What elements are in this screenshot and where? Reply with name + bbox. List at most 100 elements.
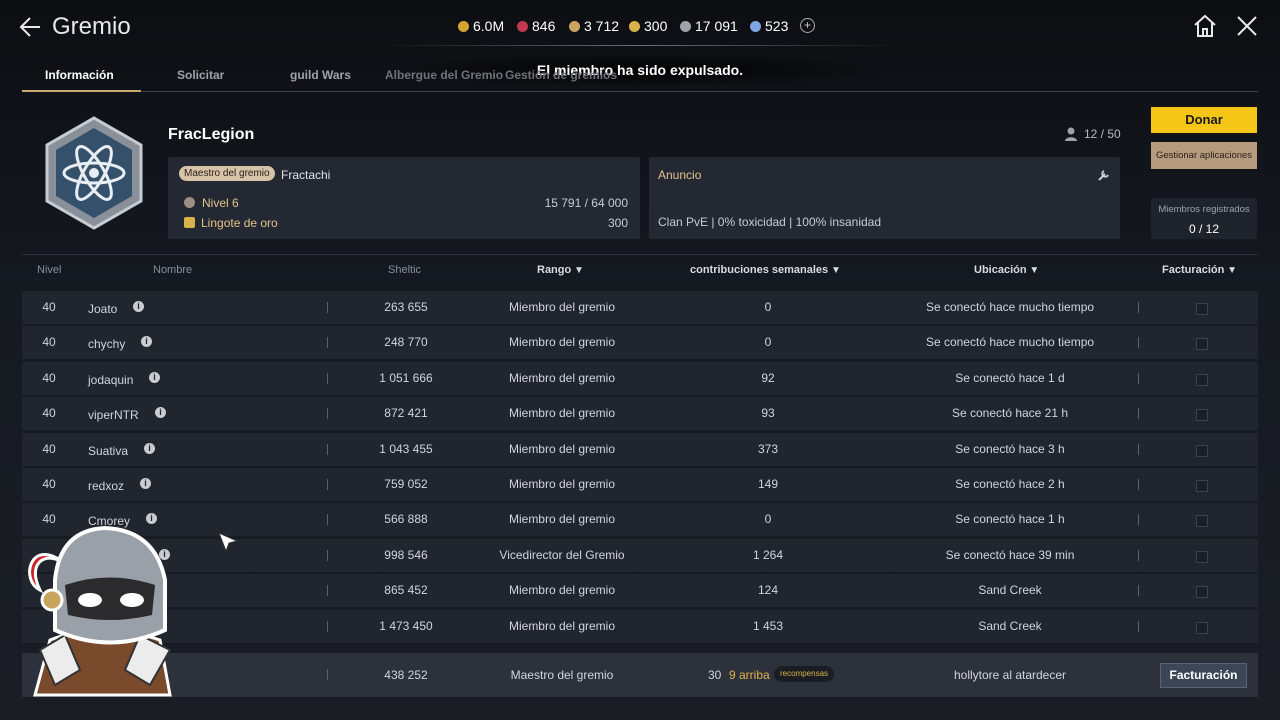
cell-level: 40 [42, 441, 56, 456]
currency: 300 [629, 18, 667, 34]
info-icon[interactable]: i [144, 442, 155, 454]
separator [327, 337, 328, 349]
member-row[interactable]: 40 1 043 455 Miembro del gremio 373 Se conec… [22, 432, 1258, 466]
cell-location: Se conectó hace mucho tiempo [925, 300, 1095, 314]
tab[interactable]: Gestión de gremios [505, 68, 618, 82]
guild-level: Nivel 6 [202, 196, 239, 210]
currency: 846 [517, 18, 555, 34]
cell-name: viperNTR [88, 408, 139, 423]
currency-amount: 6.0M [473, 18, 505, 34]
manage-applications-button[interactable]: Gestionar aplicaciones [1151, 142, 1257, 169]
guild-name: FracLegion [168, 126, 255, 143]
home-button[interactable] [1192, 13, 1218, 39]
billing-checkbox[interactable] [1196, 303, 1208, 315]
billing-checkbox[interactable] [1196, 550, 1208, 563]
cell-level: 40 [42, 406, 56, 421]
cell-location: Se conectó hace 1 h [955, 512, 1065, 527]
cell-level: 40 [42, 370, 56, 385]
cell-rank: Miembro del gremio [508, 512, 616, 527]
currency-amount: 3 712 [584, 18, 620, 34]
cell-name: chychy [88, 337, 126, 352]
cell-location: hollytore al atardecer [953, 668, 1067, 682]
rewards-badge[interactable]: recompensas [774, 666, 835, 682]
info-icon[interactable]: i [149, 371, 160, 383]
cell-sheltic: 1 051 666 [379, 370, 433, 385]
members-icon [1065, 127, 1077, 141]
currency-icon [569, 21, 580, 32]
cell-name: jodaquin [88, 372, 134, 387]
sort-arrow: ▼ [571, 265, 584, 276]
cell-name: Joato [88, 302, 118, 316]
column-header[interactable]: contribuciones semanales ▼ [690, 264, 841, 276]
member-row[interactable]: 1 473 450 Miembro del gremio 1 453 Sand Cre… [22, 609, 1258, 643]
column-header[interactable]: Ubicación ▼ [974, 264, 1040, 276]
separator [1138, 408, 1139, 420]
billing-checkbox[interactable] [1196, 621, 1208, 634]
column-header[interactable]: Facturación ▼ [1162, 264, 1238, 276]
column-header[interactable]: Rango ▼ [537, 264, 584, 276]
billing-checkbox[interactable] [1196, 586, 1208, 599]
add-currency[interactable]: + [800, 18, 815, 33]
cell-rank: Miembro del gremio [508, 441, 616, 456]
billing-checkbox[interactable] [1196, 409, 1208, 422]
separator [327, 408, 328, 420]
sort-arrow: ▼ [1026, 265, 1040, 276]
currency-amount: 846 [532, 18, 556, 34]
cell-location: Se conectó hace 39 min [945, 547, 1075, 562]
info-icon[interactable]: i [146, 513, 157, 525]
cell-sheltic: 872 421 [384, 406, 428, 421]
tab[interactable]: Albergue del Gremio [385, 68, 504, 82]
member-row[interactable]: 40 566 888 Miembro del gremio 0 Se conectó h… [22, 503, 1258, 537]
billing-checkbox[interactable] [1196, 338, 1208, 351]
info-icon[interactable]: i [140, 478, 151, 489]
cell-contribution: 92 [761, 370, 775, 385]
info-icon[interactable]: i [141, 336, 152, 348]
cell-sheltic: 759 052 [384, 477, 428, 491]
separator [1138, 372, 1139, 384]
gold-amount: 300 [607, 216, 628, 230]
column-header: Sheltic [388, 264, 422, 276]
cell-location: Se conectó hace 2 h [955, 477, 1065, 491]
cell-location: Se conectó hace mucho tiempo [925, 335, 1095, 350]
cell-rank: Miembro del gremio [508, 618, 616, 633]
tab[interactable]: Información [45, 68, 114, 82]
cell-level: 40 [42, 477, 56, 491]
cell-contribution: 30 [708, 668, 722, 682]
column-header: Nivel [37, 264, 62, 276]
member-row[interactable]: 40 263 655 Miembro del gremio 0 Se conectó h… [22, 291, 1258, 324]
billing-checkbox[interactable] [1196, 444, 1208, 457]
cell-sheltic: 263 655 [384, 300, 428, 314]
tab[interactable]: Solicitar [177, 68, 225, 82]
member-row[interactable]: 40 872 421 Miembro del gremio 93 Se conectó … [22, 397, 1258, 431]
member-row[interactable]: 40 248 770 Miembro del gremio 0 Se conectó h… [22, 326, 1258, 360]
member-row[interactable]: 865 452 Miembro del gremio 124 Sand Creek [22, 574, 1258, 608]
billing-checkbox[interactable] [1196, 480, 1208, 492]
back-button[interactable] [18, 14, 44, 40]
currency-icon [680, 21, 691, 32]
info-icon[interactable]: i [159, 548, 170, 560]
sort-arrow: ▼ [1224, 265, 1238, 276]
cell-rank: Miembro del gremio [508, 370, 616, 385]
level-progress: 15 791 / 64 000 [544, 196, 628, 210]
separator [1138, 585, 1139, 597]
currency: 523 [750, 18, 788, 34]
separator [327, 669, 328, 680]
billing-button[interactable]: Facturación [1160, 663, 1247, 688]
cell-rank: Maestro del gremio [510, 668, 614, 682]
member-row[interactable]: 998 546 Vicedirector del Gremio 1 264 Se co… [22, 538, 1258, 572]
member-row[interactable]: 40 759 052 Miembro del gremio 149 Se conectó… [22, 468, 1258, 501]
close-button[interactable] [1236, 15, 1258, 37]
edit-icon[interactable] [1097, 169, 1109, 181]
cell-location: Se conectó hace 3 h [955, 441, 1065, 456]
member-row[interactable]: 40 1 051 666 Miembro del gremio 92 Se conect… [22, 361, 1258, 395]
cell-sheltic: 248 770 [384, 335, 428, 350]
cell-contribution: 0 [764, 335, 772, 350]
toast: El miembro ha sido expulsado. [536, 62, 744, 78]
billing-checkbox[interactable] [1196, 515, 1208, 528]
cell-level: 40 [42, 512, 56, 527]
info-icon[interactable]: i [133, 301, 144, 312]
billing-checkbox[interactable] [1196, 373, 1208, 386]
donate-button[interactable]: Donar [1151, 107, 1257, 133]
info-icon[interactable]: i [155, 407, 166, 419]
tab[interactable]: guild Wars [290, 68, 351, 82]
